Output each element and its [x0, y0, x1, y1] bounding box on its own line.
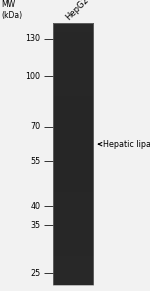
Text: HepG2: HepG2 — [63, 0, 90, 22]
Text: 55: 55 — [30, 157, 40, 166]
Text: 100: 100 — [26, 72, 40, 81]
Text: 35: 35 — [30, 221, 40, 230]
Bar — [52, 23, 93, 285]
Text: MW
(kDa): MW (kDa) — [2, 0, 23, 20]
Text: 40: 40 — [30, 202, 40, 211]
Text: 70: 70 — [30, 122, 40, 131]
Text: 25: 25 — [30, 269, 40, 278]
Text: 130: 130 — [26, 34, 40, 43]
Text: Hepatic lipase: Hepatic lipase — [103, 140, 150, 149]
